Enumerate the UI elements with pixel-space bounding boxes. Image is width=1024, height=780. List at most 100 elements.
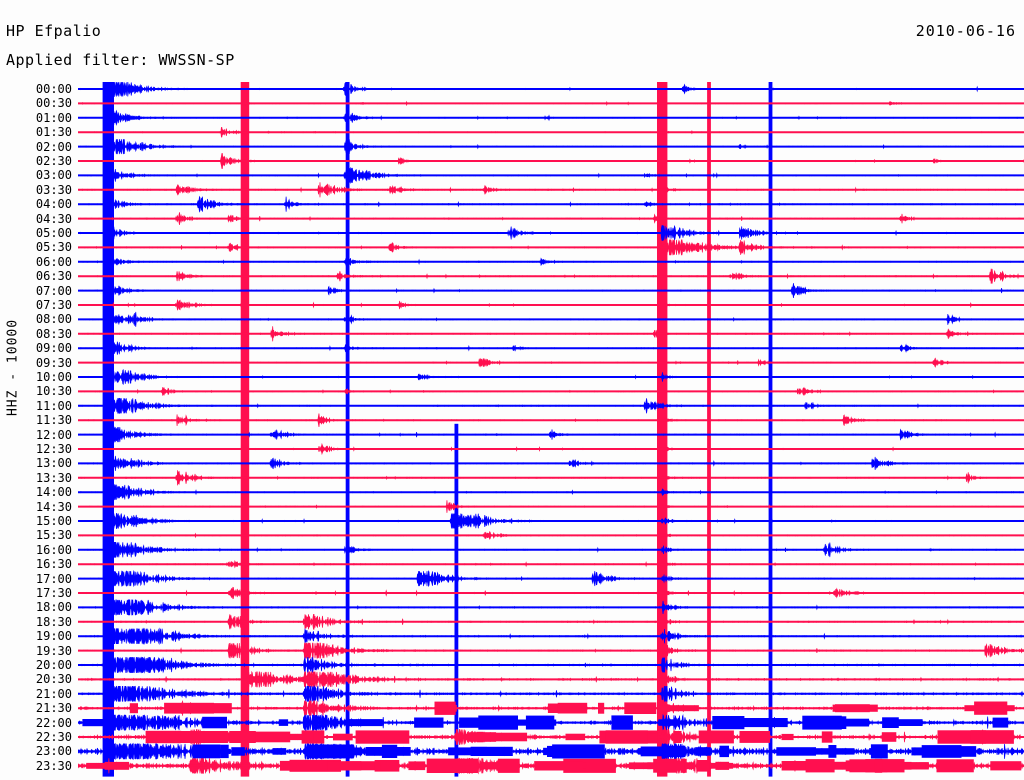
saturated-noise-block <box>821 731 833 743</box>
saturated-noise-block <box>133 748 158 755</box>
time-tick-label: 21:00 <box>35 686 72 701</box>
saturated-noise-block <box>482 762 514 770</box>
saturated-noise-block <box>459 717 495 728</box>
saturated-noise-block <box>882 717 899 728</box>
saturated-noise-block <box>309 704 317 712</box>
saturated-noise-block <box>845 760 893 772</box>
time-tick-label: 19:30 <box>35 643 72 658</box>
saturated-noise-block <box>265 733 314 741</box>
time-tick-label: 19:00 <box>35 629 72 644</box>
saturated-noise-block <box>896 762 929 770</box>
time-tick-label: 11:00 <box>35 398 72 413</box>
saturated-noise-block <box>936 759 974 773</box>
saturated-noise-block <box>781 733 794 741</box>
time-tick-label: 23:00 <box>35 744 72 759</box>
saturated-noise-block <box>640 746 674 757</box>
saturated-noise-block <box>470 746 487 756</box>
time-tick-label: 03:00 <box>35 168 72 183</box>
clipped-amplitude-band <box>454 423 459 777</box>
time-tick-label: 02:00 <box>35 139 72 154</box>
time-tick-label: 07:00 <box>35 283 72 298</box>
saturated-noise-block <box>448 747 477 756</box>
saturated-noise-block <box>347 719 383 727</box>
saturated-noise-block <box>380 760 397 771</box>
time-tick-label: 17:00 <box>35 571 72 586</box>
saturated-noise-block <box>229 731 256 743</box>
saturated-noise-block <box>658 719 680 726</box>
time-tick-label: 02:30 <box>35 154 72 168</box>
saturated-noise-block <box>885 761 912 770</box>
saturated-noise-block <box>470 746 513 756</box>
time-tick-label: 23:30 <box>35 758 72 773</box>
saturated-noise-block <box>739 718 788 728</box>
saturated-noise-block <box>478 715 518 730</box>
saturated-noise-block <box>493 732 528 742</box>
saturated-noise-block <box>992 717 1009 728</box>
saturated-noise-block <box>611 715 633 730</box>
seismogram-plot[interactable] <box>78 82 1024 780</box>
time-tick-label: 17:30 <box>35 586 72 600</box>
saturated-noise-block <box>320 761 362 771</box>
saturated-noise-block <box>279 760 328 771</box>
time-tick-label: 14:00 <box>35 485 72 500</box>
saturated-noise-block <box>310 744 354 759</box>
time-tick-label: 13:30 <box>35 470 72 485</box>
time-tick-label: 01:30 <box>35 125 72 140</box>
saturated-noise-block <box>199 747 212 756</box>
saturated-noise-block <box>82 719 136 727</box>
time-tick-label: 08:00 <box>35 312 72 327</box>
time-tick-label: 00:00 <box>35 82 72 96</box>
saturated-noise-block <box>624 702 657 714</box>
clipped-amplitude-band <box>768 82 773 777</box>
saturated-noise-block <box>697 760 710 772</box>
saturated-noise-block <box>469 732 497 742</box>
saturated-noise-block <box>739 731 771 743</box>
time-tick-label: 10:00 <box>35 370 72 384</box>
saturated-noise-block <box>345 761 386 771</box>
time-tick-label: 12:00 <box>35 427 72 442</box>
saturated-noise-block <box>918 762 926 770</box>
y-axis-label: HHZ - 10000 <box>5 318 21 417</box>
saturated-noise-block <box>346 747 363 756</box>
saturated-noise-block <box>379 747 405 756</box>
time-tick-label: 22:30 <box>35 730 72 744</box>
saturated-noise-block <box>333 733 353 741</box>
saturated-noise-block <box>805 759 835 773</box>
time-tick-label: 04:00 <box>35 197 72 212</box>
saturated-noise-block <box>990 761 1022 771</box>
saturated-noise-block <box>835 704 870 713</box>
date-label: 2010-06-16 <box>915 22 1016 40</box>
saturated-noise-block <box>164 702 214 714</box>
saturated-noise-block <box>414 717 444 728</box>
saturated-noise-block <box>272 748 287 755</box>
saturated-noise-block <box>86 762 119 769</box>
saturated-noise-block <box>628 762 652 770</box>
time-tick-label: 04:30 <box>35 211 72 226</box>
saturated-noise-block <box>202 716 227 729</box>
saturated-noise-block <box>698 730 734 744</box>
saturated-noise-block <box>715 761 730 770</box>
time-tick-label: 16:00 <box>35 542 72 557</box>
saturated-noise-block <box>874 758 883 773</box>
saturated-noise-block <box>970 730 1014 744</box>
saturated-noise-block <box>103 748 114 755</box>
saturated-noise-block <box>883 719 923 726</box>
time-tick-label: 06:30 <box>35 269 72 284</box>
saturated-noise-block <box>695 747 711 756</box>
time-tick-label: 18:00 <box>35 600 72 615</box>
time-tick-label: 18:30 <box>35 614 72 629</box>
time-tick-label: 20:00 <box>35 658 72 672</box>
time-tick-label: 09:30 <box>35 355 72 370</box>
time-tick-label: 09:00 <box>35 341 72 356</box>
saturated-noise-block <box>675 761 685 771</box>
saturated-noise-block <box>719 745 729 758</box>
time-tick-label: 12:30 <box>35 442 72 456</box>
time-tick-label: 07:30 <box>35 298 72 312</box>
time-tick-label: 05:00 <box>35 226 72 240</box>
time-tick-label: 11:30 <box>35 413 72 428</box>
clipped-amplitude-band <box>345 82 350 777</box>
saturated-noise-block <box>552 744 605 759</box>
time-tick-label: 10:30 <box>35 384 72 399</box>
saturated-noise-block <box>831 718 870 727</box>
